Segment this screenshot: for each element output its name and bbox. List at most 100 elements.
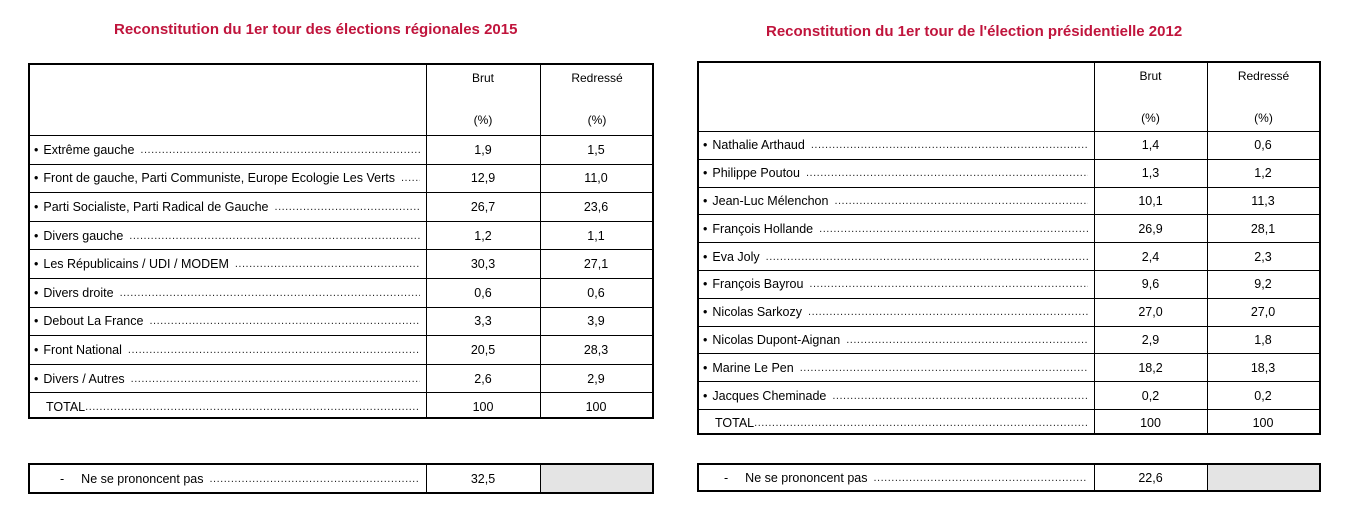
redresse-value: 3,9	[587, 314, 605, 329]
bullet-icon: •	[703, 360, 708, 375]
table-row: • Parti Socialiste, Parti Radical de Gauc…	[30, 192, 652, 221]
table-row: • Les Républicains / UDI / MODEM.........…	[30, 249, 652, 278]
bullet-icon: •	[34, 228, 39, 243]
col-redresse-header: Redressé	[1237, 69, 1290, 83]
row-label: Les Républicains / UDI / MODEM	[43, 257, 229, 272]
col-brut-unit: (%)	[1141, 111, 1160, 125]
table-row: • Marine Le Pen..........................…	[699, 353, 1319, 381]
bullet-icon: •	[703, 221, 708, 236]
redresse-value: 28,3	[583, 342, 609, 357]
bullet-icon: •	[703, 305, 708, 320]
row-label: Jacques Cheminade	[712, 388, 827, 403]
redresse-value: 23,6	[583, 199, 609, 214]
row-label: François Bayrou	[712, 277, 804, 292]
presidentielle-2012-title: Reconstitution du 1er tour de l'élection…	[766, 23, 1183, 40]
brut-value: 12,9	[470, 171, 496, 186]
col-brut-header: Brut	[1139, 69, 1162, 83]
row-label: Front National	[43, 342, 122, 357]
total-brut-value: 100	[1140, 416, 1161, 431]
row-label: Divers / Autres	[43, 371, 125, 386]
brut-value: 10,1	[1138, 193, 1163, 208]
table-row: • Divers droite..........................…	[30, 278, 652, 307]
total-redresse-value: 100	[585, 400, 607, 415]
regionales-2015-title: Reconstitution du 1er tour des élections…	[114, 21, 518, 38]
redresse-value: 1,8	[1254, 332, 1272, 347]
brut-value: 1,4	[1141, 138, 1160, 153]
total-row: TOTAL...................................…	[699, 409, 1319, 437]
brut-value: 2,6	[474, 371, 492, 386]
bullet-icon: •	[703, 166, 708, 181]
row-label: Nicolas Sarkozy	[712, 305, 803, 320]
redresse-value: 0,6	[587, 285, 605, 300]
brut-value: 3,3	[474, 314, 492, 329]
bullet-icon: •	[703, 388, 708, 403]
regionales-2015-nspp-table: - Ne se prononcent pas...................…	[28, 463, 654, 494]
regionales-2015-table: Brut Redressé (%) (%) • Extrême gauche...…	[28, 63, 654, 419]
table-row: • Jacques Cheminade......................…	[699, 381, 1319, 409]
total-label: TOTAL	[46, 400, 86, 415]
redresse-value: 11,0	[584, 171, 608, 186]
total-brut-value: 100	[472, 400, 494, 415]
nspp-label: - Ne se prononcent pas...................…	[60, 471, 420, 486]
brut-value: 0,6	[474, 285, 492, 300]
table-row: • Extrême gauche.........................…	[30, 135, 652, 164]
bullet-icon: •	[34, 171, 39, 186]
bullet-icon: •	[703, 277, 708, 292]
row-label: Extrême gauche	[43, 142, 135, 157]
row-label: Eva Joly	[712, 249, 760, 264]
bullet-icon: •	[703, 193, 708, 208]
row-label: Nicolas Dupont-Aignan	[712, 332, 841, 347]
brut-value: 0,2	[1141, 388, 1160, 403]
row-label: Debout La France	[43, 314, 144, 329]
table-row: • Debout La France.......................…	[30, 306, 652, 336]
table-row: • Front de gauche, Parti Communiste, Euro…	[30, 163, 652, 193]
table-row: • Nicolas Dupont-Aignan..................…	[699, 325, 1319, 354]
table-row: • François Bayrou........................…	[699, 270, 1319, 298]
col-redresse-unit: (%)	[1254, 111, 1273, 125]
col-brut-header: Brut	[471, 71, 494, 85]
row-label: Jean-Luc Mélenchon	[712, 193, 829, 208]
redresse-value: 9,2	[1254, 277, 1272, 292]
nspp-brut-value: 22,6	[1138, 470, 1163, 485]
table-row: • Eva Joly...............................…	[699, 242, 1319, 270]
row-label: Divers droite	[43, 285, 114, 300]
total-label: TOTAL	[715, 416, 755, 431]
bullet-icon: •	[34, 142, 39, 157]
redresse-value: 1,5	[587, 142, 605, 157]
total-row: TOTAL...................................…	[30, 392, 652, 421]
table-row: • Nathalie Arthaud.......................…	[699, 131, 1319, 159]
redresse-value: 0,2	[1254, 388, 1272, 403]
brut-value: 9,6	[1141, 277, 1160, 292]
brut-value: 1,9	[474, 142, 492, 157]
row-label: Front de gauche, Parti Communiste, Europ…	[43, 171, 395, 186]
bullet-icon: •	[34, 371, 39, 386]
redresse-value: 18,3	[1250, 360, 1276, 375]
row-label: Divers gauche	[43, 228, 124, 243]
table-row: • Philippe Poutou........................…	[699, 158, 1319, 187]
table-row: • Divers gauche..........................…	[30, 220, 652, 250]
redresse-value: 0,6	[1254, 138, 1272, 153]
redresse-value: 27,0	[1250, 305, 1276, 320]
col-redresse-header: Redressé	[571, 71, 623, 85]
brut-value: 26,9	[1138, 221, 1163, 236]
table-row: • Front National.........................…	[30, 335, 652, 364]
brut-value: 27,0	[1138, 305, 1163, 320]
brut-value: 20,5	[470, 342, 496, 357]
bullet-icon: •	[34, 285, 39, 300]
table-row: • Nicolas Sarkozy........................…	[699, 297, 1319, 326]
total-redresse-value: 100	[1252, 416, 1274, 431]
redresse-value: 27,1	[583, 257, 609, 272]
row-label: Philippe Poutou	[712, 166, 800, 181]
redresse-value: 2,3	[1254, 249, 1272, 264]
row-label: Marine Le Pen	[712, 360, 794, 375]
nspp-brut-value: 32,5	[470, 471, 496, 486]
bullet-icon: •	[703, 332, 708, 347]
brut-value: 2,4	[1141, 249, 1160, 264]
bullet-icon: •	[34, 199, 39, 214]
presidentielle-2012-table: Brut Redressé (%) (%) • Nathalie Arthaud.…	[697, 61, 1321, 435]
table-row: • Jean-Luc Mélenchon.....................…	[699, 186, 1319, 215]
redresse-value: 11,3	[1251, 193, 1275, 208]
col-redresse-unit: (%)	[587, 113, 607, 127]
redresse-value: 1,2	[1254, 166, 1272, 181]
brut-value: 2,9	[1141, 332, 1160, 347]
